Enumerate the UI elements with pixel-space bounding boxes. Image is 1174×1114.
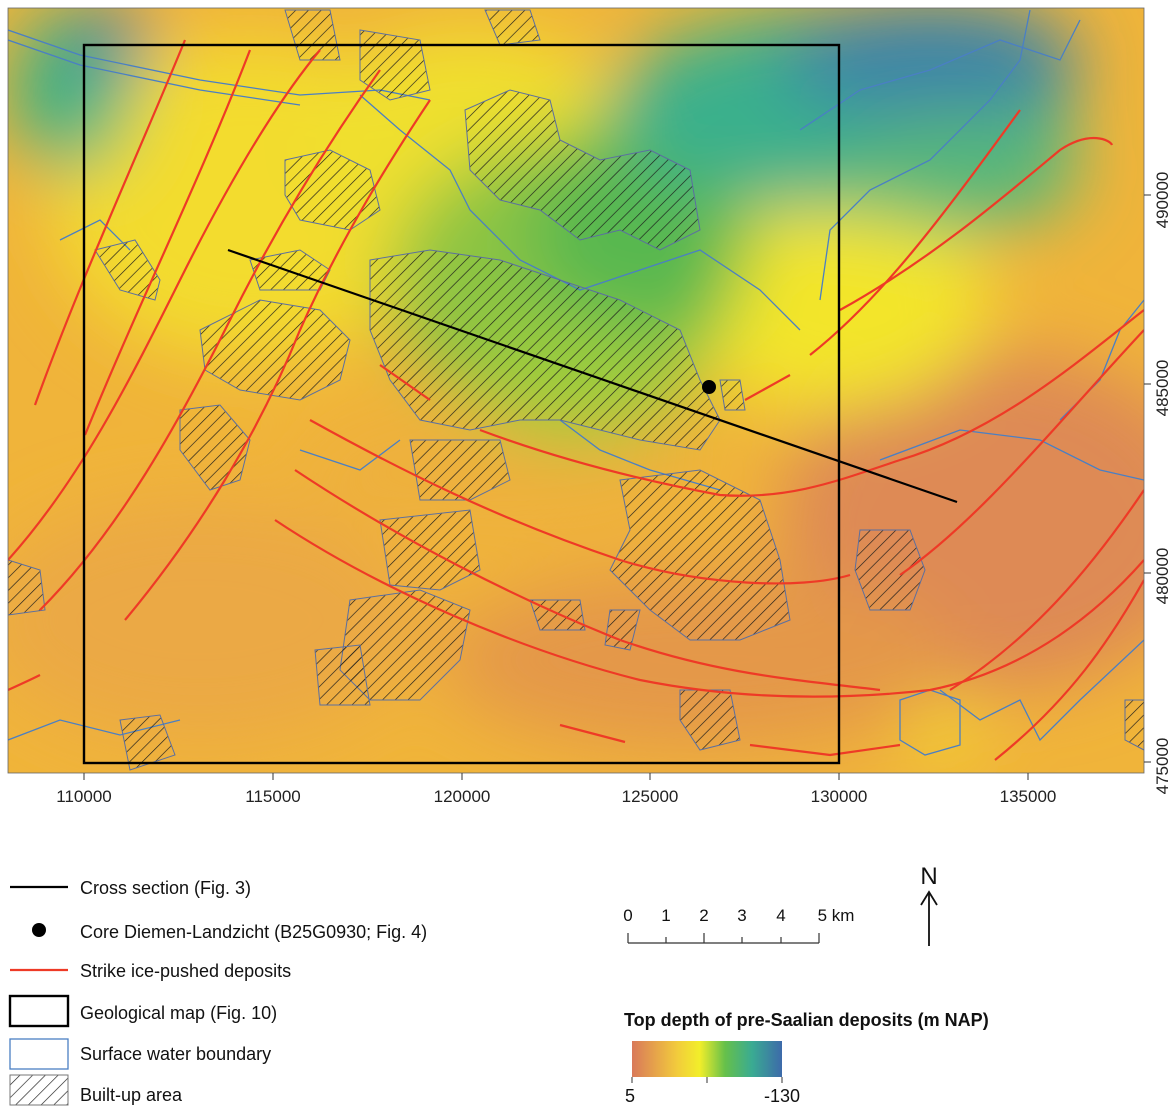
water-central-south — [299, 439, 401, 471]
x-tick-label: 120000 — [434, 787, 491, 806]
scale-bar: 0 1 2 3 4 5 km — [623, 906, 855, 944]
built-up-amsterdam-centre — [369, 249, 721, 451]
water-west — [59, 219, 131, 251]
legend-symbol-built-up — [9, 1074, 69, 1106]
built-up-sw-1 — [8, 559, 46, 616]
built-up-areas — [8, 9, 1144, 771]
legend-symbol-geological-map — [8, 994, 70, 1028]
strike-line — [309, 419, 851, 585]
strike-line — [124, 99, 431, 621]
colorbar-title: Top depth of pre-Saalian deposits (m NAP… — [624, 1010, 989, 1030]
scale-label: 3 — [737, 906, 746, 925]
built-up-south-7 — [679, 689, 741, 751]
x-tick-label: 135000 — [1000, 787, 1057, 806]
legend-label: Strike ice-pushed deposits — [80, 961, 291, 981]
strike-line — [744, 374, 791, 401]
scale-label: 1 — [661, 906, 670, 925]
y-tick-label: 485000 — [1153, 360, 1172, 417]
water-river-centre — [359, 94, 801, 331]
north-arrow-icon: N — [920, 863, 938, 946]
legend-symbol-core — [32, 923, 46, 937]
built-up-north-4 — [484, 9, 541, 46]
cross-section-line — [227, 248, 958, 504]
core-location-dot — [702, 380, 716, 394]
built-up-north-2 — [284, 9, 341, 61]
strike-line — [83, 49, 252, 436]
built-up-west-3 — [94, 239, 161, 301]
built-up-east-1 — [854, 529, 926, 611]
strike-line — [949, 489, 1144, 691]
built-up-diemen — [719, 379, 746, 411]
water-river-east — [819, 9, 1031, 301]
water-lake-east — [799, 19, 1081, 131]
y-tick-label: 480000 — [1153, 548, 1172, 605]
strike-line — [8, 49, 321, 561]
x-tick-label: 110000 — [56, 787, 111, 806]
scale-label: 5 km — [818, 906, 855, 925]
map-border — [7, 7, 1145, 774]
strike-line — [839, 137, 1114, 311]
water-channel-north-2 — [8, 39, 301, 106]
legend-label: Geological map (Fig. 10) — [80, 1003, 277, 1023]
strike-line — [8, 674, 41, 692]
strike-line — [559, 723, 626, 744]
legend-label: Surface water boundary — [80, 1044, 271, 1064]
legend-symbol-surface-water — [9, 1038, 69, 1070]
strike-line — [379, 364, 431, 401]
scale-label: 2 — [699, 906, 708, 925]
x-tick-label: 115000 — [245, 787, 300, 806]
water-east-lower — [939, 639, 1144, 742]
x-tick-label: 130000 — [811, 787, 868, 806]
geological-map-frame — [82, 43, 841, 765]
strike-line — [39, 69, 381, 611]
built-up-east-2 — [1124, 699, 1144, 751]
y-axis: 490000 485000 480000 475000 — [1144, 172, 1172, 795]
scale-label: 0 — [623, 906, 632, 925]
strike-line — [274, 519, 1144, 698]
strike-lines — [8, 39, 1144, 761]
strike-line — [994, 579, 1144, 761]
built-up-north-1 — [284, 149, 381, 231]
x-axis: 110000 115000 120000 125000 130000 13500… — [56, 773, 1056, 806]
built-up-sw-2 — [119, 714, 176, 771]
strike-line — [294, 469, 881, 692]
colorbar-min-label: 5 — [625, 1086, 635, 1106]
water-south-east — [879, 429, 1144, 481]
legend: Cross section (Fig. 3) Core Diemen-Landz… — [8, 878, 427, 1106]
colorbar-gradient — [632, 1041, 782, 1077]
built-up-west-2 — [249, 249, 331, 291]
built-up-south-4 — [314, 644, 371, 706]
strike-line — [479, 309, 1144, 497]
built-up-north-3 — [359, 29, 431, 101]
y-tick-label: 475000 — [1153, 738, 1172, 795]
built-up-west-1 — [199, 299, 351, 401]
legend-label: Built-up area — [80, 1085, 183, 1105]
north-label: N — [920, 863, 937, 890]
built-up-amstelveen — [609, 469, 791, 641]
legend-label: Cross section (Fig. 3) — [80, 878, 251, 898]
built-up-south-6 — [604, 609, 641, 651]
strike-line — [899, 329, 1144, 576]
y-tick-label: 490000 — [1153, 172, 1172, 229]
legend-label: Core Diemen-Landzicht (B25G0930; Fig. 4) — [80, 922, 427, 942]
scale-label: 4 — [776, 906, 785, 925]
colorbar-max-label: -130 — [764, 1086, 800, 1106]
strike-line — [749, 743, 901, 757]
colorbar: Top depth of pre-Saalian deposits (m NAP… — [624, 1010, 989, 1106]
x-tick-label: 125000 — [622, 787, 679, 806]
strike-line — [809, 109, 1021, 356]
strike-line — [33, 39, 187, 406]
built-up-amsterdam-north — [464, 89, 701, 251]
